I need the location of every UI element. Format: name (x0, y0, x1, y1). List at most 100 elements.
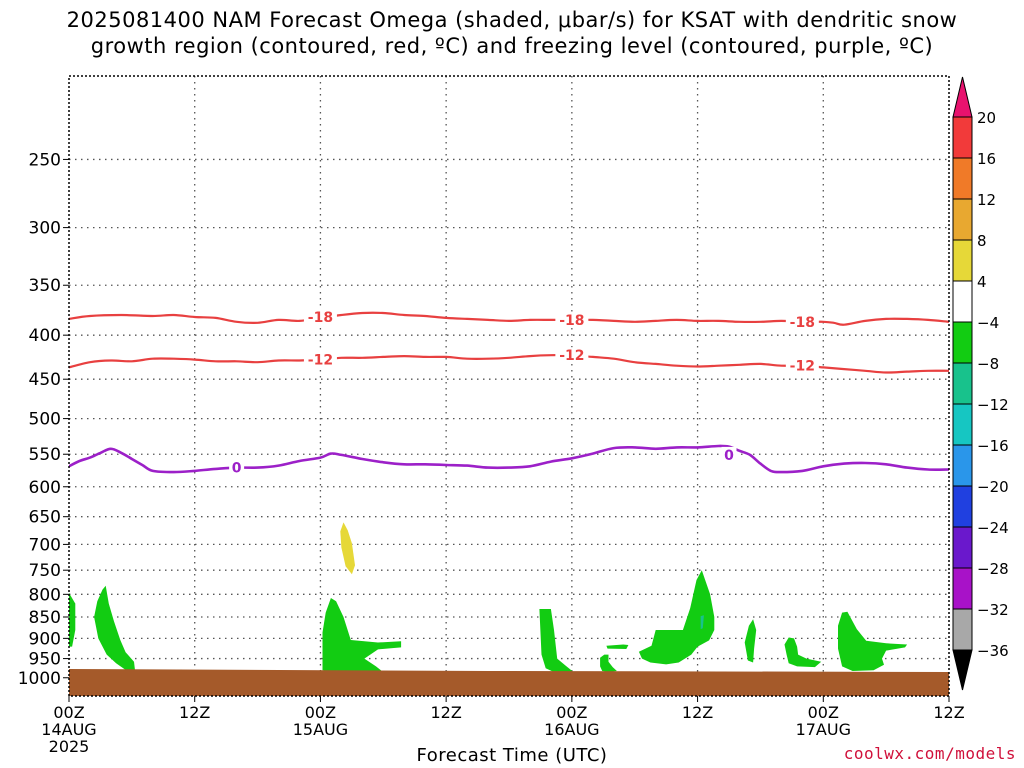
colorbar-segment (952, 157, 973, 200)
x-tick-label: 17AUG (796, 720, 851, 739)
x-tick-label: 00Z (556, 703, 587, 722)
y-tick-label: 650 (29, 508, 61, 528)
colorbar-label: −12 (977, 396, 1009, 414)
y-tick-label: 700 (29, 535, 61, 555)
x-axis-title: Forecast Time (UTC) (416, 745, 608, 766)
colorbar-label: −36 (977, 642, 1009, 660)
contour-label: 0 (724, 448, 734, 464)
omega-region (744, 619, 757, 663)
colorbar-label: 16 (977, 150, 996, 168)
contour-label-bg (229, 459, 245, 476)
colorbar-segment (952, 198, 973, 241)
y-tick-label: 750 (29, 561, 61, 581)
contour-label: -18 (559, 313, 584, 329)
contour-label-bg (785, 313, 819, 330)
colorbar-segment (952, 403, 973, 446)
colorbar-label: −32 (977, 601, 1009, 619)
colorbar-label: 20 (977, 109, 996, 127)
x-tick-label: 00Z (53, 703, 84, 722)
grid (69, 76, 949, 696)
chart-title-line-1: 2025081400 NAM Forecast Omega (shaded, μ… (66, 8, 958, 32)
contour-label: -18 (790, 315, 815, 331)
contour-label-bg (303, 308, 337, 325)
colorbar-segment (952, 444, 973, 487)
y-tick-label: 450 (29, 370, 61, 390)
colorbar-label: −16 (977, 437, 1009, 455)
terrain-area (69, 668, 949, 696)
contour-label: -18 (308, 310, 333, 326)
contour-label-bg (785, 357, 819, 374)
colorbar-segment (952, 567, 973, 610)
omega-region (600, 654, 617, 673)
y-tick-label: 950 (29, 650, 61, 670)
x-tick-label: 15AUG (293, 720, 348, 739)
x-tick-label: 14AUG (41, 720, 96, 739)
y-tick-label: 800 (29, 585, 61, 605)
terrain-layer (69, 668, 949, 696)
y-tick-label: 300 (29, 219, 61, 239)
x-tick-label: 00Z (305, 703, 336, 722)
chart-title-line-2: growth region (contoured, red, ºC) and f… (90, 34, 934, 58)
colorbar-label: 12 (977, 191, 996, 209)
x-tick-label: 2025 (49, 737, 90, 756)
omega-shading (69, 522, 908, 674)
source-credit: coolwx.com/models (843, 744, 1016, 763)
contour-label-bg (303, 351, 337, 368)
y-tick-label: 550 (29, 445, 61, 465)
x-tick-label: 00Z (808, 703, 839, 722)
x-tick-label: 12Z (430, 703, 461, 722)
colorbar-bottom-arrow (952, 649, 973, 691)
contour-label-bg (555, 311, 589, 328)
omega-region (322, 598, 402, 673)
y-tick-label: 1000 (18, 669, 61, 689)
y-tick-label: 850 (29, 608, 61, 628)
omega-region (784, 637, 822, 668)
omega-region (539, 609, 575, 674)
colorbar-label: 4 (977, 273, 987, 291)
contour-label-bg (555, 347, 589, 364)
omega-region (69, 592, 76, 647)
contour-label: 0 (232, 461, 242, 477)
colorbar-label: −20 (977, 478, 1009, 496)
x-tick-label: 12Z (179, 703, 210, 722)
omega-region (838, 611, 908, 671)
y-tick-label: 600 (29, 478, 61, 498)
colorbar-segment (952, 239, 973, 282)
omega-region (606, 644, 629, 649)
omega-region (340, 522, 355, 575)
contour-layer: -18 -18 -18 -12 -12 -12 0 0 (69, 308, 949, 477)
x-tick-label: 12Z (933, 703, 964, 722)
x-tick-label: 12Z (682, 703, 713, 722)
contour-line (69, 444, 949, 474)
colorbar-segment (952, 485, 973, 528)
omega-region (638, 570, 715, 665)
colorbar-label: 8 (977, 232, 987, 250)
colorbar: 20 16 12 8 4 −4 −8 −12 −16 −20 −24 −28 −32 −36 (952, 76, 1009, 691)
colorbar-segment (952, 362, 973, 405)
omega-region (94, 585, 135, 671)
colorbar-segment (952, 280, 973, 323)
colorbar-label: −4 (977, 314, 999, 332)
contour-line (69, 311, 949, 326)
y-tick-label: 500 (29, 410, 61, 430)
contour-label-bg (721, 446, 737, 463)
y-tick-label: 900 (29, 629, 61, 649)
colorbar-segment (952, 116, 973, 159)
colorbar-label: −28 (977, 560, 1009, 578)
y-tick-label: 250 (29, 150, 61, 170)
contour-label: -12 (559, 348, 584, 364)
y-tick-label: 400 (29, 326, 61, 346)
x-tick-label: 16AUG (544, 720, 599, 739)
plot-frame (68, 75, 950, 697)
omega-region-strong (700, 615, 704, 630)
colorbar-label: −24 (977, 519, 1009, 537)
colorbar-segment (952, 526, 973, 569)
colorbar-label: −8 (977, 355, 999, 373)
contour-label: -12 (308, 353, 333, 369)
y-tick-label: 350 (29, 276, 61, 296)
colorbar-segment (952, 608, 973, 651)
contour-label: -12 (790, 359, 815, 375)
colorbar-top-arrow (952, 76, 973, 118)
